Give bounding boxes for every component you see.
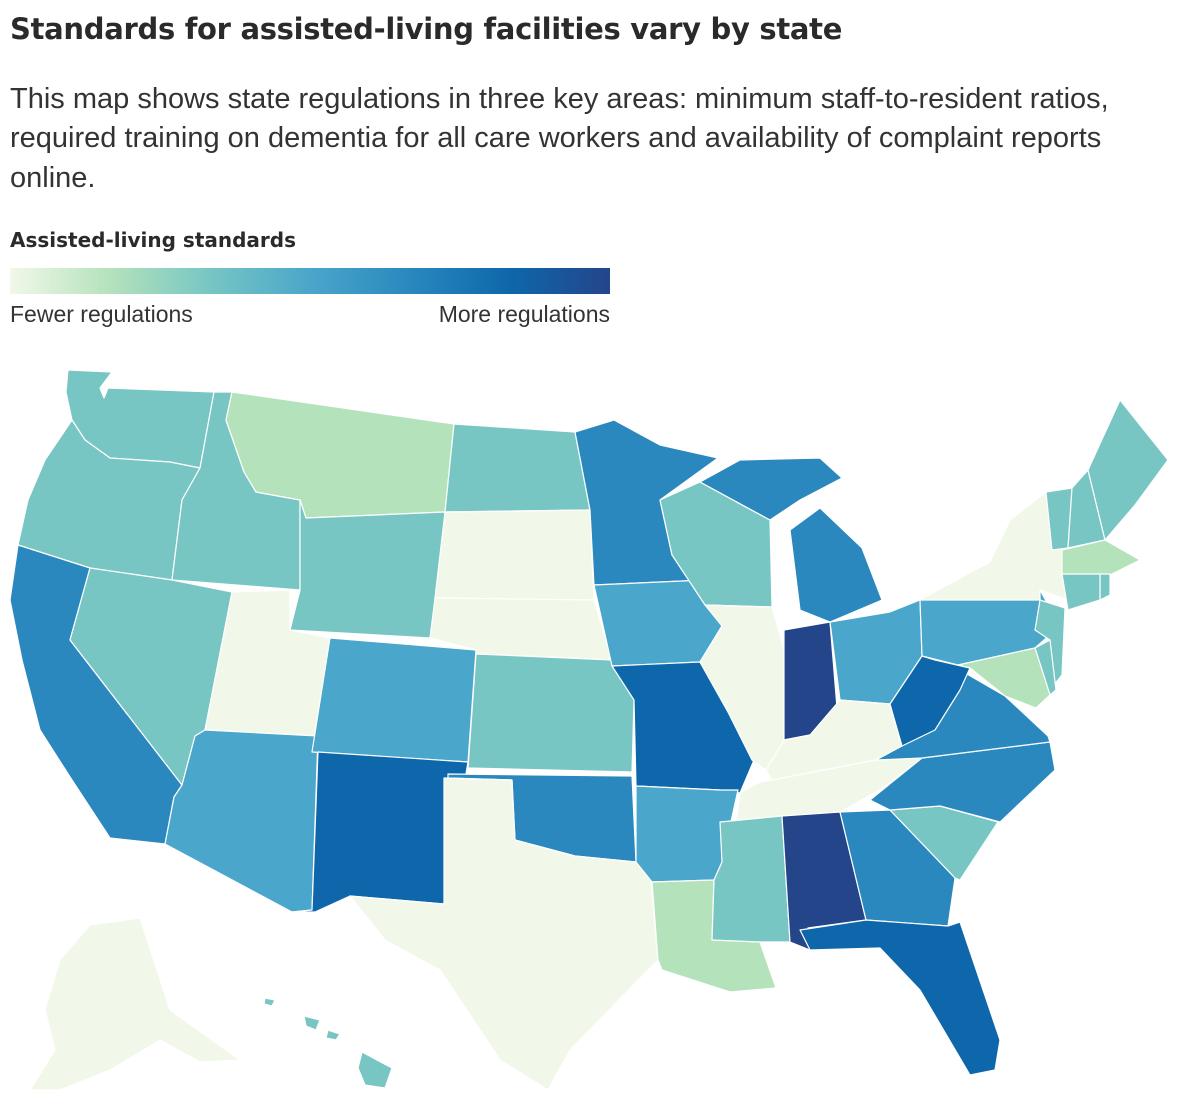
legend-title: Assisted-living standards	[10, 228, 297, 252]
state-ny	[919, 491, 1069, 601]
state-hi	[263, 997, 393, 1089]
state-ma	[1061, 539, 1141, 576]
state-fl	[799, 919, 1001, 1076]
state-me	[1087, 399, 1169, 541]
legend-color-bar	[10, 268, 610, 294]
state-ms	[711, 815, 791, 943]
legend-high-label: More regulations	[438, 301, 610, 327]
state-sd	[434, 509, 595, 601]
legend-low-label: Fewer regulations	[10, 301, 193, 327]
state-ks	[467, 653, 635, 773]
state-ct	[1061, 573, 1101, 611]
map-title: Standards for assisted-living facilities…	[10, 12, 843, 46]
state-nd	[444, 423, 591, 513]
state-co	[311, 637, 477, 763]
state-ri	[1099, 573, 1111, 601]
map-subtitle: This map shows state regulations in thre…	[10, 83, 1109, 194]
us-states-map	[9, 369, 1169, 1091]
state-nm	[291, 751, 469, 913]
state-md	[957, 647, 1051, 709]
state-mi	[699, 457, 883, 623]
state-ak	[29, 917, 241, 1091]
state-ga	[839, 809, 956, 927]
state-tx	[349, 777, 659, 1091]
state-wy	[289, 499, 446, 639]
state-il	[699, 604, 785, 771]
